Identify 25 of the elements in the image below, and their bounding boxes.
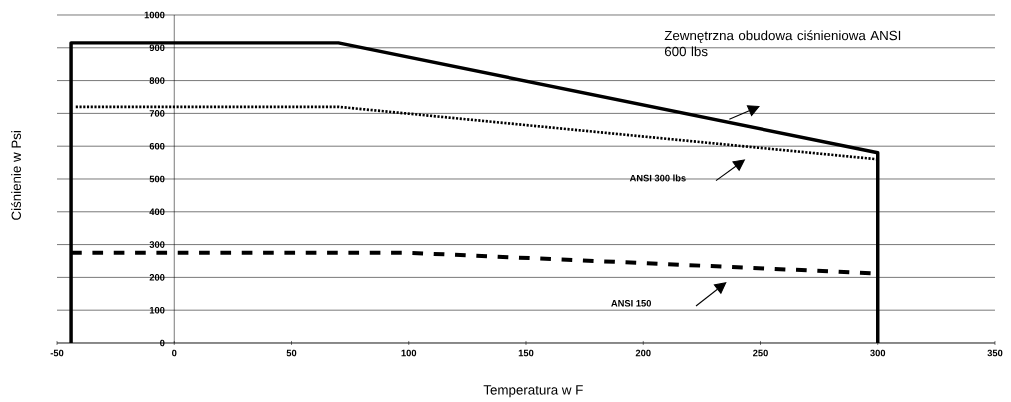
x-tick-label: 200 [635,349,651,357]
x-tick-label: 250 [753,349,768,357]
y-tick-label: 600 [149,142,165,150]
annotation: ANSI 150 [611,300,652,307]
x-axis-title: Temperatura w F [483,385,583,398]
x-tick-label: -50 [50,349,64,357]
x-tick-label: 50 [286,349,297,357]
y-tick-label: 0 [160,339,165,347]
y-tick-label: 700 [149,110,165,117]
x-tick-label: 150 [518,349,534,357]
y-tick-label: 200 [149,274,165,281]
x-tick-label: 300 [870,349,886,357]
x-tick-label: 0 [172,349,177,357]
y-tick-label: 300 [149,241,165,248]
y-tick-label: 500 [149,175,165,183]
y-tick-label: 900 [149,44,165,52]
y-tick-label: 100 [149,306,165,314]
y-axis-title: Ciśnienie w Psi [11,131,21,220]
x-tick-label: 350 [987,349,1003,357]
y-tick-label: 1000 [144,11,165,19]
x-tick-label: 100 [401,349,417,357]
annotation: Zewnętrzna obudowa ciśnieniowa ANSI 600 lbs [664,30,901,57]
annotation: ANSI 300 lbs [629,174,686,182]
y-tick-label: 800 [149,77,165,84]
y-tick-label: 400 [149,208,165,216]
